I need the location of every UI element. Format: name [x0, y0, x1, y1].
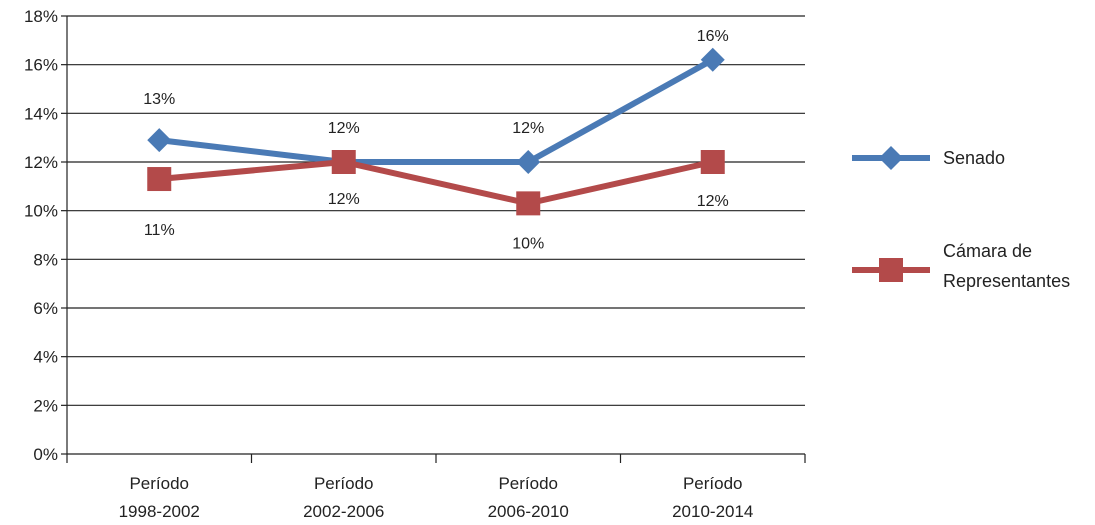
x-category-label: 2006-2010: [488, 502, 569, 521]
y-tick-label: 6%: [33, 299, 58, 318]
y-tick-label: 16%: [24, 56, 58, 75]
data-label: 13%: [143, 91, 175, 108]
series-line-senado: [158, 57, 715, 165]
data-point-diamond: [516, 150, 541, 174]
x-category-label: 2010-2014: [672, 502, 753, 521]
x-category-label: 1998-2002: [119, 502, 200, 521]
data-point-square: [331, 150, 356, 174]
legend-diamond-icon: [879, 146, 903, 170]
data-label: 12%: [328, 191, 360, 208]
y-tick-label: 0%: [33, 445, 58, 464]
y-tick-label: 12%: [24, 153, 58, 172]
data-point-diamond: [147, 128, 172, 153]
data-label: 12%: [512, 120, 544, 137]
legend-square-icon: [879, 258, 903, 282]
data-label: 16%: [697, 28, 729, 45]
series-line-camara: [158, 159, 714, 207]
y-tick-label: 8%: [33, 250, 58, 269]
legend-label: Representantes: [943, 271, 1070, 291]
x-category-label: Período: [129, 474, 189, 493]
data-label: 12%: [697, 193, 729, 210]
data-label: 11%: [144, 222, 175, 239]
y-tick-label: 2%: [33, 396, 58, 415]
x-category-label: Período: [498, 474, 558, 493]
legend-label: Senado: [943, 148, 1005, 168]
y-tick-label: 4%: [33, 348, 58, 367]
data-point-square: [147, 167, 172, 192]
x-category-label: Período: [683, 474, 743, 493]
legend-label: Cámara de: [943, 241, 1032, 261]
data-label: 12%: [328, 120, 360, 137]
y-tick-label: 14%: [24, 104, 58, 123]
data-point-square: [700, 150, 725, 174]
y-tick-label: 18%: [24, 7, 58, 26]
data-label: 10%: [512, 235, 544, 252]
data-point-diamond: [700, 47, 725, 72]
data-point-square: [516, 191, 541, 216]
y-tick-label: 10%: [24, 202, 58, 221]
x-category-label: Período: [314, 474, 374, 493]
x-category-label: 2002-2006: [303, 502, 384, 521]
